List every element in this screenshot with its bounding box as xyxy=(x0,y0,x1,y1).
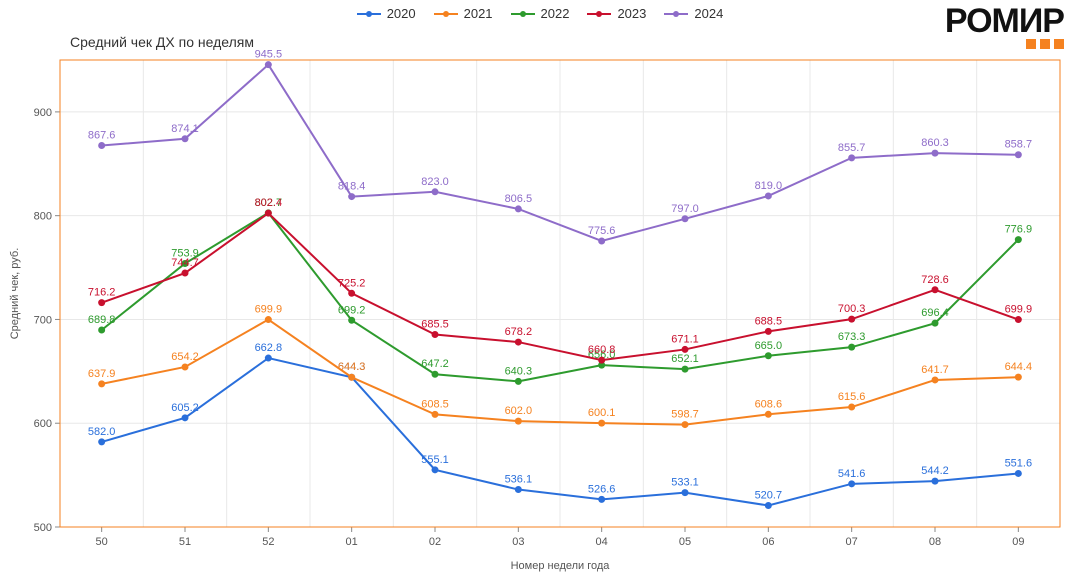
svg-text:600.1: 600.1 xyxy=(588,407,616,419)
svg-text:605.2: 605.2 xyxy=(171,402,199,414)
svg-text:696.4: 696.4 xyxy=(921,307,949,319)
svg-text:725.2: 725.2 xyxy=(338,277,366,289)
svg-text:602.0: 602.0 xyxy=(505,405,533,417)
legend-item-2022[interactable]: 2022 xyxy=(511,6,570,21)
svg-text:728.6: 728.6 xyxy=(921,274,949,286)
svg-text:608.5: 608.5 xyxy=(421,398,449,410)
legend-item-2021[interactable]: 2021 xyxy=(434,6,493,21)
svg-text:533.1: 533.1 xyxy=(671,477,699,489)
svg-text:544.2: 544.2 xyxy=(921,465,949,477)
svg-text:541.6: 541.6 xyxy=(838,468,866,480)
svg-text:09: 09 xyxy=(1012,536,1024,548)
svg-text:03: 03 xyxy=(512,536,524,548)
svg-text:647.2: 647.2 xyxy=(421,358,449,370)
svg-text:802.4: 802.4 xyxy=(255,197,283,209)
svg-text:800: 800 xyxy=(34,211,52,223)
legend-swatch xyxy=(664,13,688,15)
svg-text:50: 50 xyxy=(96,536,108,548)
svg-text:01: 01 xyxy=(346,536,358,548)
svg-text:Средний чек, руб.: Средний чек, руб. xyxy=(9,248,21,340)
svg-text:685.5: 685.5 xyxy=(421,318,449,330)
svg-text:860.3: 860.3 xyxy=(921,137,949,149)
legend-label: 2023 xyxy=(617,6,646,21)
svg-text:654.2: 654.2 xyxy=(171,351,199,363)
svg-text:665.0: 665.0 xyxy=(755,340,783,352)
brand-dots xyxy=(945,39,1064,49)
legend: 2020 2021 2022 2023 2024 xyxy=(0,6,1080,21)
svg-text:608.6: 608.6 xyxy=(755,398,783,410)
svg-text:673.3: 673.3 xyxy=(838,331,866,343)
svg-text:855.7: 855.7 xyxy=(838,142,866,154)
brand-logo: РОМИР xyxy=(945,6,1064,49)
legend-swatch xyxy=(357,13,381,15)
svg-text:689.8: 689.8 xyxy=(88,314,116,326)
svg-text:867.6: 867.6 xyxy=(88,130,116,142)
legend-swatch xyxy=(511,13,535,15)
svg-text:526.6: 526.6 xyxy=(588,483,616,495)
svg-text:520.7: 520.7 xyxy=(755,490,783,502)
svg-text:04: 04 xyxy=(596,536,608,548)
svg-text:551.6: 551.6 xyxy=(1005,457,1033,469)
svg-text:744.7: 744.7 xyxy=(171,257,199,269)
svg-text:858.7: 858.7 xyxy=(1005,139,1033,151)
legend-item-2020[interactable]: 2020 xyxy=(357,6,416,21)
svg-text:51: 51 xyxy=(179,536,191,548)
svg-text:775.6: 775.6 xyxy=(588,225,616,237)
svg-text:945.5: 945.5 xyxy=(255,49,283,61)
svg-text:640.3: 640.3 xyxy=(505,365,533,377)
svg-text:641.7: 641.7 xyxy=(921,364,949,376)
svg-text:652.1: 652.1 xyxy=(671,353,699,365)
svg-text:644.4: 644.4 xyxy=(1005,361,1033,373)
svg-text:Номер недели года: Номер недели года xyxy=(511,560,611,572)
svg-text:555.1: 555.1 xyxy=(421,454,449,466)
svg-text:699.9: 699.9 xyxy=(1005,304,1033,316)
legend-label: 2020 xyxy=(387,6,416,21)
legend-swatch xyxy=(587,13,611,15)
svg-text:688.5: 688.5 xyxy=(755,315,783,327)
svg-text:806.5: 806.5 xyxy=(505,193,533,205)
svg-text:582.0: 582.0 xyxy=(88,426,116,438)
legend-label: 2022 xyxy=(541,6,570,21)
svg-text:600: 600 xyxy=(34,418,52,430)
svg-text:716.2: 716.2 xyxy=(88,287,116,299)
svg-text:52: 52 xyxy=(262,536,274,548)
svg-text:05: 05 xyxy=(679,536,691,548)
svg-text:700: 700 xyxy=(34,314,52,326)
svg-text:07: 07 xyxy=(846,536,858,548)
svg-text:637.9: 637.9 xyxy=(88,368,116,380)
brand-name: РОМИР xyxy=(945,6,1064,37)
chart-container: 2020 2021 2022 2023 2024 РОМИР Средний ч… xyxy=(0,0,1080,587)
svg-text:662.8: 662.8 xyxy=(255,342,283,354)
svg-text:900: 900 xyxy=(34,107,52,119)
svg-text:02: 02 xyxy=(429,536,441,548)
svg-text:700.3: 700.3 xyxy=(838,303,866,315)
svg-text:797.0: 797.0 xyxy=(671,203,699,215)
legend-swatch xyxy=(434,13,458,15)
svg-text:08: 08 xyxy=(929,536,941,548)
svg-text:699.9: 699.9 xyxy=(255,304,283,316)
svg-text:500: 500 xyxy=(34,522,52,534)
chart-title: Средний чек ДХ по неделям xyxy=(70,34,254,50)
svg-text:678.2: 678.2 xyxy=(505,326,533,338)
svg-text:660.8: 660.8 xyxy=(588,344,616,356)
svg-text:644.3: 644.3 xyxy=(338,361,366,373)
svg-text:699.2: 699.2 xyxy=(338,304,366,316)
legend-label: 2021 xyxy=(464,6,493,21)
svg-text:819.0: 819.0 xyxy=(755,180,783,192)
svg-text:598.7: 598.7 xyxy=(671,409,699,421)
legend-item-2024[interactable]: 2024 xyxy=(664,6,723,21)
svg-text:776.9: 776.9 xyxy=(1005,224,1033,236)
svg-text:874.1: 874.1 xyxy=(171,123,199,135)
legend-label: 2024 xyxy=(694,6,723,21)
svg-text:615.6: 615.6 xyxy=(838,391,866,403)
svg-text:06: 06 xyxy=(762,536,774,548)
line-chart: 50 51 52 01 02 03 04 05 06 07 08 09 500 600 700 800 900 Н… xyxy=(0,0,1080,587)
legend-item-2023[interactable]: 2023 xyxy=(587,6,646,21)
svg-text:671.1: 671.1 xyxy=(671,333,699,345)
svg-text:818.4: 818.4 xyxy=(338,181,366,193)
svg-text:536.1: 536.1 xyxy=(505,474,533,486)
svg-text:823.0: 823.0 xyxy=(421,176,449,188)
